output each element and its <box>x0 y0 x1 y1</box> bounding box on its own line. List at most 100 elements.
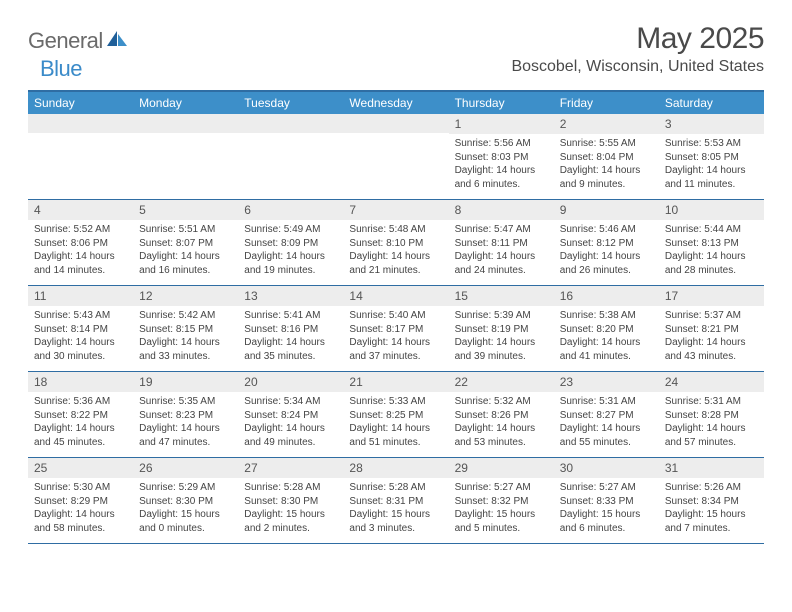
logo-text-blue: Blue <box>28 56 82 81</box>
day-body: Sunrise: 5:37 AMSunset: 8:21 PMDaylight:… <box>659 306 764 371</box>
day-number: 13 <box>238 286 343 306</box>
day-body: Sunrise: 5:26 AMSunset: 8:34 PMDaylight:… <box>659 478 764 543</box>
day-cell: 30Sunrise: 5:27 AMSunset: 8:33 PMDayligh… <box>554 458 659 543</box>
day-number: 3 <box>659 114 764 134</box>
day-cell: 10Sunrise: 5:44 AMSunset: 8:13 PMDayligh… <box>659 200 764 285</box>
day-number: 5 <box>133 200 238 220</box>
day-body: Sunrise: 5:40 AMSunset: 8:17 PMDaylight:… <box>343 306 448 371</box>
day-body: Sunrise: 5:28 AMSunset: 8:30 PMDaylight:… <box>238 478 343 543</box>
week-row: 11Sunrise: 5:43 AMSunset: 8:14 PMDayligh… <box>28 286 764 372</box>
week-row: 25Sunrise: 5:30 AMSunset: 8:29 PMDayligh… <box>28 458 764 544</box>
day-cell: 23Sunrise: 5:31 AMSunset: 8:27 PMDayligh… <box>554 372 659 457</box>
day-body: Sunrise: 5:34 AMSunset: 8:24 PMDaylight:… <box>238 392 343 457</box>
day-body: Sunrise: 5:33 AMSunset: 8:25 PMDaylight:… <box>343 392 448 457</box>
day-body: Sunrise: 5:46 AMSunset: 8:12 PMDaylight:… <box>554 220 659 285</box>
day-cell: 3Sunrise: 5:53 AMSunset: 8:05 PMDaylight… <box>659 114 764 199</box>
day-number <box>133 114 238 133</box>
day-cell <box>238 114 343 199</box>
day-cell: 2Sunrise: 5:55 AMSunset: 8:04 PMDaylight… <box>554 114 659 199</box>
day-body: Sunrise: 5:35 AMSunset: 8:23 PMDaylight:… <box>133 392 238 457</box>
day-body: Sunrise: 5:36 AMSunset: 8:22 PMDaylight:… <box>28 392 133 457</box>
day-number: 14 <box>343 286 448 306</box>
location: Boscobel, Wisconsin, United States <box>511 58 764 76</box>
day-number <box>343 114 448 133</box>
day-of-week: Friday <box>554 92 659 114</box>
day-number: 1 <box>449 114 554 134</box>
day-body: Sunrise: 5:42 AMSunset: 8:15 PMDaylight:… <box>133 306 238 371</box>
day-cell: 29Sunrise: 5:27 AMSunset: 8:32 PMDayligh… <box>449 458 554 543</box>
day-body: Sunrise: 5:39 AMSunset: 8:19 PMDaylight:… <box>449 306 554 371</box>
day-number: 29 <box>449 458 554 478</box>
day-number: 4 <box>28 200 133 220</box>
week-row: 1Sunrise: 5:56 AMSunset: 8:03 PMDaylight… <box>28 114 764 200</box>
day-body <box>28 133 133 185</box>
logo-text-general: General <box>28 28 103 54</box>
day-body <box>343 133 448 185</box>
day-cell: 18Sunrise: 5:36 AMSunset: 8:22 PMDayligh… <box>28 372 133 457</box>
day-cell: 16Sunrise: 5:38 AMSunset: 8:20 PMDayligh… <box>554 286 659 371</box>
day-cell: 12Sunrise: 5:42 AMSunset: 8:15 PMDayligh… <box>133 286 238 371</box>
day-cell: 20Sunrise: 5:34 AMSunset: 8:24 PMDayligh… <box>238 372 343 457</box>
day-number <box>238 114 343 133</box>
day-number: 7 <box>343 200 448 220</box>
day-number: 9 <box>554 200 659 220</box>
month-title: May 2025 <box>511 22 764 56</box>
day-number: 19 <box>133 372 238 392</box>
day-cell: 11Sunrise: 5:43 AMSunset: 8:14 PMDayligh… <box>28 286 133 371</box>
day-cell: 7Sunrise: 5:48 AMSunset: 8:10 PMDaylight… <box>343 200 448 285</box>
day-body: Sunrise: 5:56 AMSunset: 8:03 PMDaylight:… <box>449 134 554 199</box>
day-body: Sunrise: 5:27 AMSunset: 8:33 PMDaylight:… <box>554 478 659 543</box>
day-of-week: Sunday <box>28 92 133 114</box>
week-row: 4Sunrise: 5:52 AMSunset: 8:06 PMDaylight… <box>28 200 764 286</box>
day-number: 27 <box>238 458 343 478</box>
day-cell: 15Sunrise: 5:39 AMSunset: 8:19 PMDayligh… <box>449 286 554 371</box>
day-of-week: Saturday <box>659 92 764 114</box>
day-body: Sunrise: 5:29 AMSunset: 8:30 PMDaylight:… <box>133 478 238 543</box>
day-body: Sunrise: 5:27 AMSunset: 8:32 PMDaylight:… <box>449 478 554 543</box>
day-body: Sunrise: 5:30 AMSunset: 8:29 PMDaylight:… <box>28 478 133 543</box>
day-cell: 26Sunrise: 5:29 AMSunset: 8:30 PMDayligh… <box>133 458 238 543</box>
day-body: Sunrise: 5:41 AMSunset: 8:16 PMDaylight:… <box>238 306 343 371</box>
day-cell: 25Sunrise: 5:30 AMSunset: 8:29 PMDayligh… <box>28 458 133 543</box>
day-cell: 14Sunrise: 5:40 AMSunset: 8:17 PMDayligh… <box>343 286 448 371</box>
day-cell: 22Sunrise: 5:32 AMSunset: 8:26 PMDayligh… <box>449 372 554 457</box>
day-body: Sunrise: 5:51 AMSunset: 8:07 PMDaylight:… <box>133 220 238 285</box>
day-cell: 27Sunrise: 5:28 AMSunset: 8:30 PMDayligh… <box>238 458 343 543</box>
day-number: 26 <box>133 458 238 478</box>
day-of-week-header: SundayMondayTuesdayWednesdayThursdayFrid… <box>28 92 764 114</box>
day-number: 8 <box>449 200 554 220</box>
day-cell: 17Sunrise: 5:37 AMSunset: 8:21 PMDayligh… <box>659 286 764 371</box>
day-body: Sunrise: 5:32 AMSunset: 8:26 PMDaylight:… <box>449 392 554 457</box>
day-cell: 8Sunrise: 5:47 AMSunset: 8:11 PMDaylight… <box>449 200 554 285</box>
day-cell: 28Sunrise: 5:28 AMSunset: 8:31 PMDayligh… <box>343 458 448 543</box>
title-block: May 2025 Boscobel, Wisconsin, United Sta… <box>511 22 764 76</box>
day-body <box>238 133 343 185</box>
day-cell <box>343 114 448 199</box>
day-cell: 9Sunrise: 5:46 AMSunset: 8:12 PMDaylight… <box>554 200 659 285</box>
day-cell: 1Sunrise: 5:56 AMSunset: 8:03 PMDaylight… <box>449 114 554 199</box>
day-body: Sunrise: 5:49 AMSunset: 8:09 PMDaylight:… <box>238 220 343 285</box>
day-of-week: Wednesday <box>343 92 448 114</box>
day-cell: 6Sunrise: 5:49 AMSunset: 8:09 PMDaylight… <box>238 200 343 285</box>
day-cell: 13Sunrise: 5:41 AMSunset: 8:16 PMDayligh… <box>238 286 343 371</box>
day-body: Sunrise: 5:44 AMSunset: 8:13 PMDaylight:… <box>659 220 764 285</box>
day-number: 30 <box>554 458 659 478</box>
day-body: Sunrise: 5:55 AMSunset: 8:04 PMDaylight:… <box>554 134 659 199</box>
day-cell <box>133 114 238 199</box>
day-of-week: Monday <box>133 92 238 114</box>
day-number: 11 <box>28 286 133 306</box>
day-number: 17 <box>659 286 764 306</box>
day-number <box>28 114 133 133</box>
day-of-week: Thursday <box>449 92 554 114</box>
day-number: 18 <box>28 372 133 392</box>
day-cell: 5Sunrise: 5:51 AMSunset: 8:07 PMDaylight… <box>133 200 238 285</box>
calendar: SundayMondayTuesdayWednesdayThursdayFrid… <box>28 90 764 544</box>
day-number: 16 <box>554 286 659 306</box>
day-body: Sunrise: 5:43 AMSunset: 8:14 PMDaylight:… <box>28 306 133 371</box>
day-body: Sunrise: 5:31 AMSunset: 8:28 PMDaylight:… <box>659 392 764 457</box>
day-number: 20 <box>238 372 343 392</box>
day-cell: 4Sunrise: 5:52 AMSunset: 8:06 PMDaylight… <box>28 200 133 285</box>
day-body: Sunrise: 5:38 AMSunset: 8:20 PMDaylight:… <box>554 306 659 371</box>
day-number: 12 <box>133 286 238 306</box>
day-number: 21 <box>343 372 448 392</box>
